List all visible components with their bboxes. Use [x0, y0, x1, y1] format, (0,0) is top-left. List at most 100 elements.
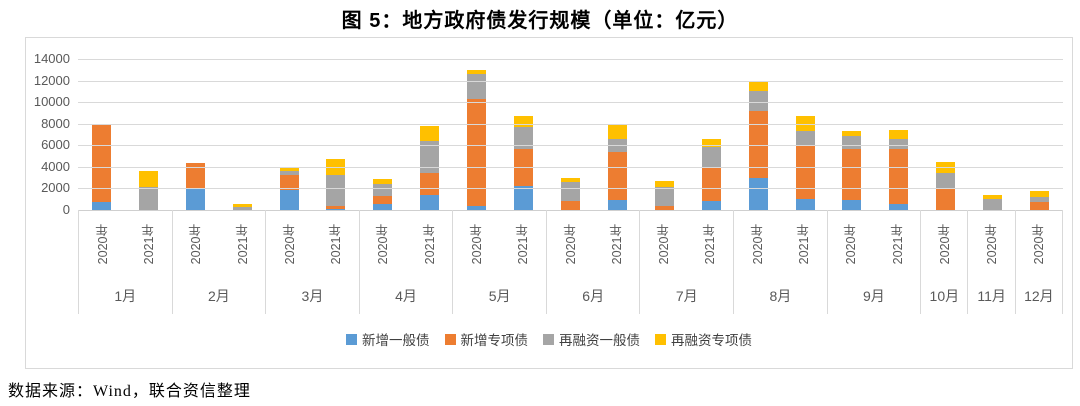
legend-swatch-icon: [346, 333, 357, 345]
bar-segment-新增专项债: [842, 149, 862, 200]
year-label: 2021年: [609, 223, 624, 265]
year-label-row: 2020年 2021年: [828, 210, 921, 278]
bar-segment-新增专项债: [279, 175, 299, 190]
year-label-row: 2020年: [968, 210, 1014, 278]
year-label: 2020年: [750, 223, 765, 265]
legend-swatch-icon: [444, 333, 456, 345]
bar-segment-再融资一般债: [983, 199, 1003, 210]
year-slot: 2020年: [640, 210, 686, 278]
y-tick-label: 10000: [33, 94, 70, 110]
bar-slot: [547, 59, 594, 210]
gridline: [78, 102, 1063, 104]
bar-group-10月: [922, 59, 969, 210]
year-slot: 2021年: [780, 210, 826, 278]
bar-segment-再融资一般债: [1030, 196, 1050, 203]
year-slot: 2020年: [547, 210, 593, 278]
year-slot: 2020年: [360, 210, 406, 278]
bar-group-12月: [1016, 59, 1063, 210]
year-label: 2020年: [657, 223, 672, 265]
year-slot: 2021年: [500, 210, 546, 278]
bar-segment-再融资专项债: [138, 170, 158, 187]
bar-segment-新增一般债: [326, 209, 346, 210]
x-cell-9月: 2020年 2021年 9月: [826, 210, 921, 314]
bar-segment-新增一般债: [185, 188, 205, 210]
year-label-row: 2020年 2021年: [453, 210, 546, 278]
bar-slot: [172, 59, 219, 210]
year-label: 2020年: [282, 223, 297, 265]
year-label: 2020年: [376, 223, 391, 265]
year-slot: 2020年: [734, 210, 780, 278]
stacked-bar-1月-2020年: [91, 125, 111, 210]
bar-slot: [266, 59, 313, 210]
year-label: 2020年: [189, 223, 204, 265]
stacked-bar-9月-2021年: [889, 130, 909, 210]
bar-segment-新增专项债: [91, 125, 111, 203]
month-label: 5月: [488, 288, 511, 304]
bar-slot: [219, 59, 266, 210]
bar-segment-新增专项债: [326, 206, 346, 210]
plot-area: [78, 59, 1063, 211]
bar-segment-新增专项债: [889, 148, 909, 204]
legend-label: 新增一般债: [362, 333, 430, 348]
month-label: 6月: [582, 288, 605, 304]
bar-slot: [922, 59, 969, 210]
bar-segment-再融资一般债: [467, 73, 487, 99]
bar-segment-新增一般债: [91, 202, 111, 210]
year-label: 2020年: [1032, 223, 1047, 265]
stacked-bar-2月-2021年: [232, 203, 252, 210]
year-slot: 2020年: [921, 210, 967, 278]
bar-segment-再融资专项债: [889, 130, 909, 139]
year-slot: 2021年: [593, 210, 639, 278]
bar-segment-新增专项债: [185, 162, 205, 189]
y-tick-label: 8000: [41, 115, 70, 131]
bar-segment-再融资专项债: [983, 194, 1003, 200]
year-slot: 2020年: [79, 210, 125, 278]
year-label: 2020年: [985, 223, 1000, 265]
month-label: 10月: [929, 288, 960, 304]
bar-segment-再融资一般债: [326, 175, 346, 207]
bar-segment-再融资一般债: [795, 131, 815, 146]
legend-label: 再融资专项债: [671, 333, 752, 348]
bar-slot: [688, 59, 735, 210]
bar-segment-再融资专项债: [748, 81, 768, 92]
bar-slot: [453, 59, 500, 210]
x-cell-3月: 2020年 2021年 3月: [265, 210, 359, 314]
bar-group-11月: [969, 59, 1016, 210]
bar-slot: [359, 59, 406, 210]
bar-segment-再融资专项债: [795, 115, 815, 132]
year-label-row: 2020年 2021年: [266, 210, 359, 278]
month-label: 1月: [114, 288, 137, 304]
legend-swatch-icon: [543, 333, 554, 345]
year-slot: 2020年: [173, 210, 219, 278]
month-label: 3月: [301, 288, 324, 304]
bar-segment-新增一般债: [467, 206, 487, 210]
stacked-bar-4月-2020年: [373, 178, 393, 210]
bar-group-8月: [735, 59, 829, 210]
legend-item-再融资专项债: 再融资专项债: [655, 329, 752, 349]
stacked-bar-9月-2020年: [842, 131, 862, 210]
gridline: [78, 166, 1063, 168]
stacked-bar-12月-2020年: [1030, 191, 1050, 210]
year-label-row: 2020年 2021年: [640, 210, 733, 278]
bar-segment-新增一般债: [795, 198, 815, 210]
bar-segment-再融资专项债: [420, 126, 440, 141]
year-label-row: 2020年 2021年: [547, 210, 640, 278]
bar-segment-新增专项债: [561, 201, 581, 210]
y-axis: 0 2000 4000 6000 8000 10000 12000 14000: [26, 52, 74, 217]
bar-segment-再融资一般债: [279, 171, 299, 176]
bar-slot: [735, 59, 782, 210]
year-label-row: 2020年 2021年: [734, 210, 827, 278]
bar-segment-再融资一般债: [420, 140, 440, 174]
stacked-bar-5月-2021年: [514, 115, 534, 210]
bar-group-9月: [829, 59, 923, 210]
stacked-bar-8月-2021年: [795, 115, 815, 210]
bar-slot: [313, 59, 360, 210]
month-label: 12月: [1024, 288, 1054, 304]
bar-slot: [641, 59, 688, 210]
bar-segment-新增一般债: [889, 203, 909, 210]
bar-groups: [78, 59, 1063, 210]
bar-segment-再融资一般债: [654, 187, 674, 207]
gridline: [78, 188, 1063, 190]
bar-segment-再融资专项债: [373, 178, 393, 185]
bar-slot: [829, 59, 876, 210]
